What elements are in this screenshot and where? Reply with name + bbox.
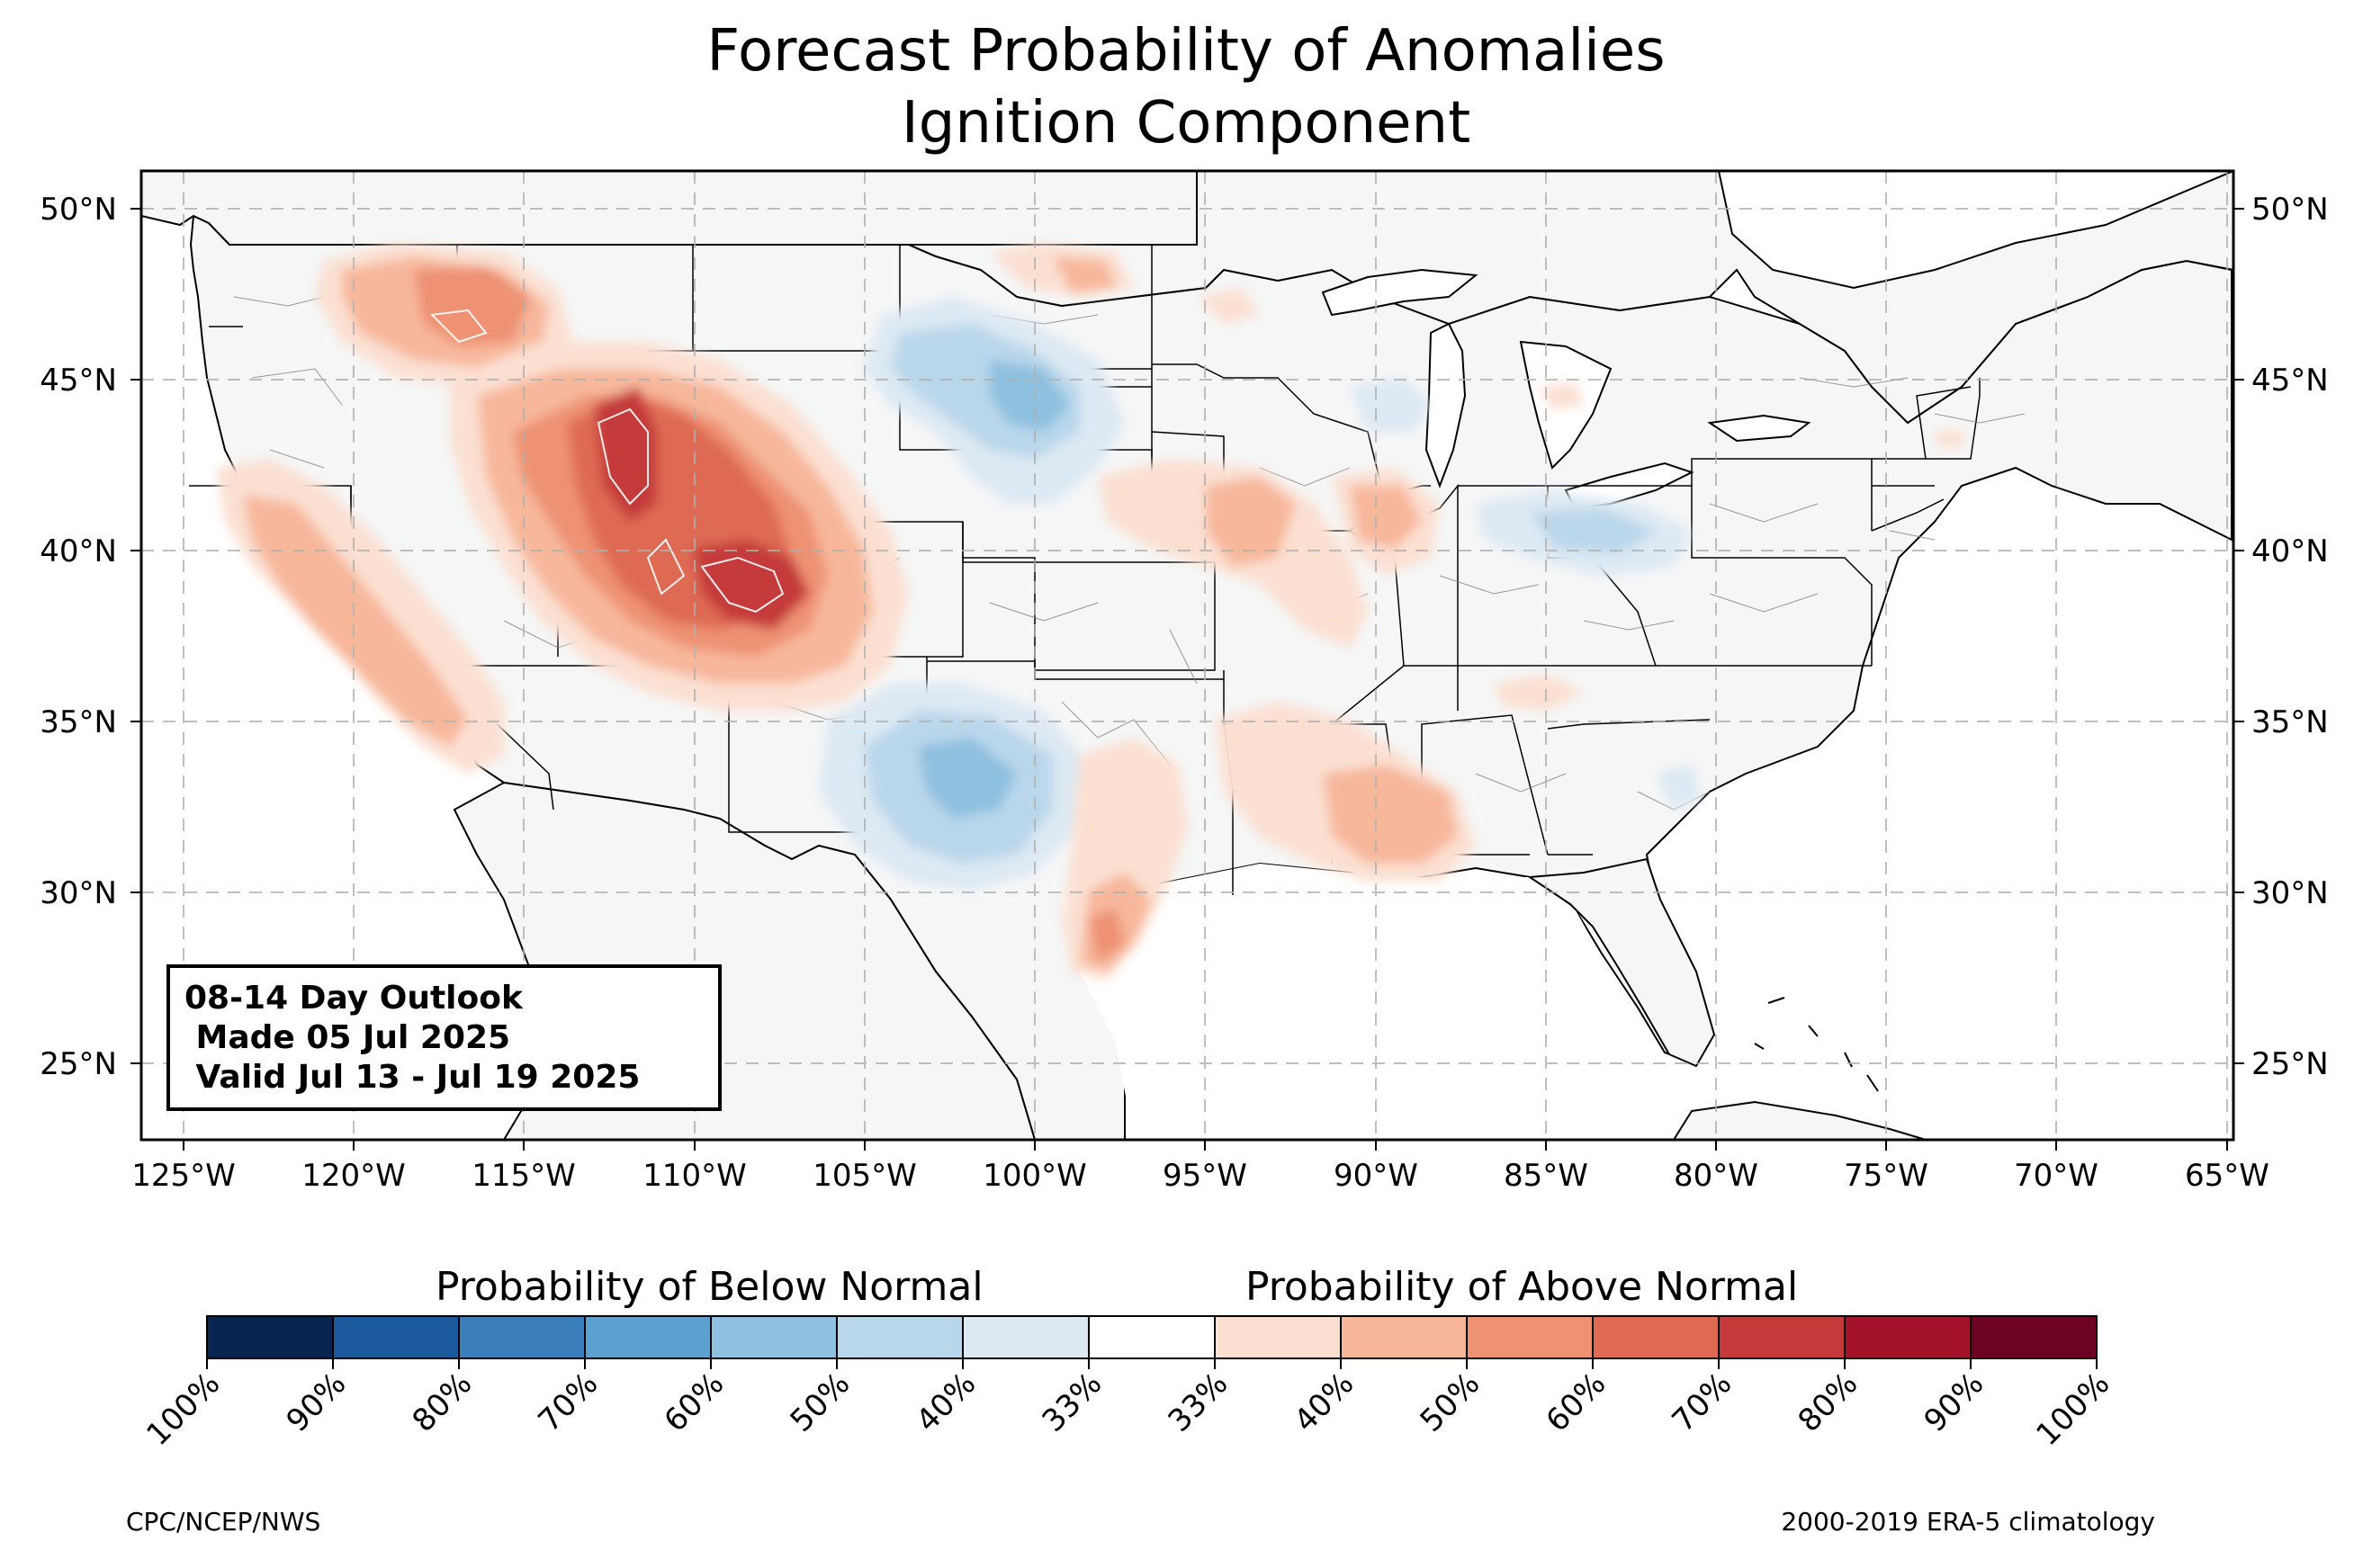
lon-label: 65°W bbox=[2185, 1158, 2269, 1194]
colorbar-tick-label: 90% bbox=[280, 1366, 354, 1439]
lat-label-right: 25°N bbox=[2251, 1046, 2329, 1082]
chart-title: Forecast Probability of Anomalies bbox=[706, 18, 1666, 85]
footer-climatology: 2000-2019 ERA-5 climatology bbox=[1781, 1507, 2155, 1537]
colorbar-segment bbox=[1341, 1316, 1468, 1358]
lon-labels: 125°W 120°W 115°W 110°W 105°W 100°W 95°W… bbox=[131, 1158, 2269, 1194]
lon-label: 100°W bbox=[983, 1158, 1087, 1194]
outlook-valid-range: Valid Jul 13 - Jul 19 2025 bbox=[184, 1059, 641, 1096]
cuba-land bbox=[1672, 1100, 1927, 1140]
map-area bbox=[141, 171, 2233, 1140]
lat-label-right: 45°N bbox=[2251, 363, 2329, 399]
colorbar-segment bbox=[963, 1316, 1090, 1358]
colorbar-tick-label: 80% bbox=[1792, 1366, 1865, 1439]
lat-label-left: 30°N bbox=[40, 875, 117, 911]
lon-label: 90°W bbox=[1334, 1158, 1418, 1194]
colorbar-tick-label: 50% bbox=[784, 1366, 858, 1439]
lat-label-left: 45°N bbox=[40, 363, 117, 399]
colorbar-segment bbox=[837, 1316, 964, 1358]
lat-label-right: 50°N bbox=[2251, 192, 2329, 228]
colorbar-tick-label: 60% bbox=[1540, 1366, 1613, 1439]
lat-labels-right: 50°N 45°N 40°N 35°N 30°N 25°N bbox=[2251, 192, 2329, 1082]
lon-label: 80°W bbox=[1674, 1158, 1758, 1194]
colorbar-tick-label: 100% bbox=[2029, 1366, 2116, 1453]
contour-outlines bbox=[429, 309, 785, 614]
lat-label-left: 25°N bbox=[40, 1046, 117, 1082]
colorbar-segment bbox=[1971, 1316, 2098, 1358]
above-normal-contours bbox=[216, 243, 1966, 981]
lon-label: 115°W bbox=[472, 1158, 576, 1194]
lon-label: 70°W bbox=[2014, 1158, 2098, 1194]
above-normal-label: Probability of Above Normal bbox=[1245, 1264, 1799, 1310]
colorbar-tick-label: 60% bbox=[658, 1366, 732, 1439]
colorbar-tick-label: 70% bbox=[532, 1366, 606, 1439]
below-normal-contours bbox=[819, 297, 1701, 891]
lake-michigan bbox=[1424, 322, 1467, 488]
lon-label: 75°W bbox=[1844, 1158, 1928, 1194]
colorbar-segment bbox=[711, 1316, 838, 1358]
below-normal-label: Probability of Below Normal bbox=[436, 1264, 984, 1310]
lon-label: 125°W bbox=[131, 1158, 236, 1194]
colorbar-segment bbox=[1215, 1316, 1342, 1358]
lon-label: 120°W bbox=[301, 1158, 406, 1194]
colorbar-segment bbox=[1593, 1316, 1720, 1358]
colorbar-segment bbox=[1845, 1316, 1972, 1358]
florida-land bbox=[1527, 857, 1716, 1068]
colorbar-tick-label: 33% bbox=[1036, 1366, 1110, 1439]
lat-labels-left: 50°N 45°N 40°N 35°N 30°N 25°N bbox=[40, 192, 117, 1082]
colorbar-segment bbox=[1719, 1316, 1846, 1358]
colorbar-tick-label: 33% bbox=[1162, 1366, 1235, 1439]
colorbar-segment bbox=[1467, 1316, 1594, 1358]
colorbar-tick-label: 40% bbox=[1288, 1366, 1361, 1439]
colorbar-tick-label: 90% bbox=[1918, 1366, 1991, 1439]
colorbar-tick-label: 50% bbox=[1414, 1366, 1487, 1439]
tick-marks bbox=[130, 208, 2244, 1151]
colorbar-tick-label: 80% bbox=[406, 1366, 480, 1439]
colorbar-tick-label: 40% bbox=[910, 1366, 984, 1439]
colorbar-segment bbox=[459, 1316, 586, 1358]
colorbar-segment bbox=[207, 1316, 334, 1358]
lon-label: 95°W bbox=[1163, 1158, 1247, 1194]
outlook-period: 08-14 Day Outlook bbox=[184, 980, 523, 1017]
lat-label-right: 40°N bbox=[2251, 533, 2329, 569]
gridlines bbox=[141, 171, 2233, 1140]
lat-label-right: 30°N bbox=[2251, 875, 2329, 911]
outlook-made-date: Made 05 Jul 2025 bbox=[184, 1019, 511, 1056]
colorbar-tick-label: 70% bbox=[1666, 1366, 1739, 1439]
outlook-info-box: 08-14 Day Outlook Made 05 Jul 2025 Valid… bbox=[166, 964, 722, 1111]
lake-superior bbox=[1321, 268, 1478, 317]
lake-ontario bbox=[1707, 414, 1811, 443]
colorbar-segment bbox=[585, 1316, 712, 1358]
lat-label-left: 50°N bbox=[40, 192, 117, 228]
lat-label-left: 40°N bbox=[40, 533, 117, 569]
footer-source: CPC/NCEP/NWS bbox=[126, 1507, 321, 1537]
lon-label: 85°W bbox=[1504, 1158, 1588, 1194]
colorbar: 100% 90% 80% 70% 60% 50% 40% 33% 33% 40% 50% 60% 70%… bbox=[139, 1315, 2116, 1453]
lat-label-right: 35°N bbox=[2251, 704, 2329, 740]
map-frame bbox=[139, 169, 2235, 1142]
lon-label: 110°W bbox=[642, 1158, 747, 1194]
lat-label-left: 35°N bbox=[40, 704, 117, 740]
colorbar-tick-label: 100% bbox=[139, 1366, 227, 1453]
colorbar-segment bbox=[1089, 1316, 1216, 1358]
lon-label: 105°W bbox=[813, 1158, 917, 1194]
chart-subtitle: Ignition Component bbox=[901, 90, 1471, 157]
colorbar-segment bbox=[333, 1316, 460, 1358]
